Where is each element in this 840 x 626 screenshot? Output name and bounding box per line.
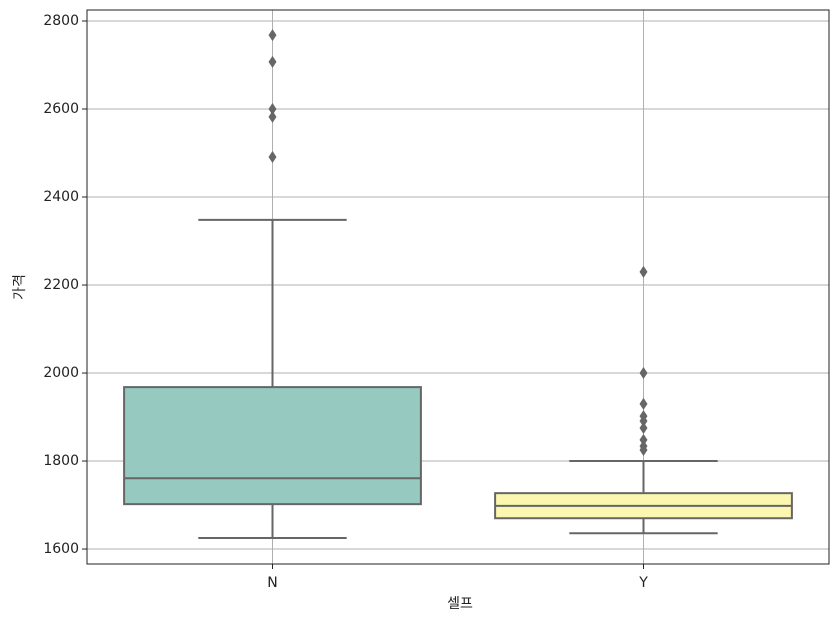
y-tick-label: 2000 [43,365,79,381]
y-tick-label: 2200 [43,277,79,293]
outlier [639,422,648,435]
y-tick-label: 2400 [43,189,79,205]
y-tick-label: 2800 [43,13,79,29]
outlier [639,414,648,427]
outlier [639,397,648,410]
y-tick-label: 2600 [43,101,79,117]
outlier [268,29,277,42]
plot-frame [86,9,830,565]
x-tick-label: Y [638,575,648,591]
outlier [268,103,277,116]
outlier [639,265,648,278]
y-tick-label: 1800 [43,453,79,469]
x-axis-label: 셀프 [447,596,473,612]
outlier [268,110,277,123]
x-tick-label: N [267,575,277,591]
outlier [268,55,277,68]
outlier [639,444,648,457]
outlier [268,150,277,163]
outlier [639,367,648,380]
y-axis-label: 가격 [12,274,28,300]
y-tick-label: 1600 [43,541,79,557]
box [123,386,422,506]
outlier [639,433,648,446]
